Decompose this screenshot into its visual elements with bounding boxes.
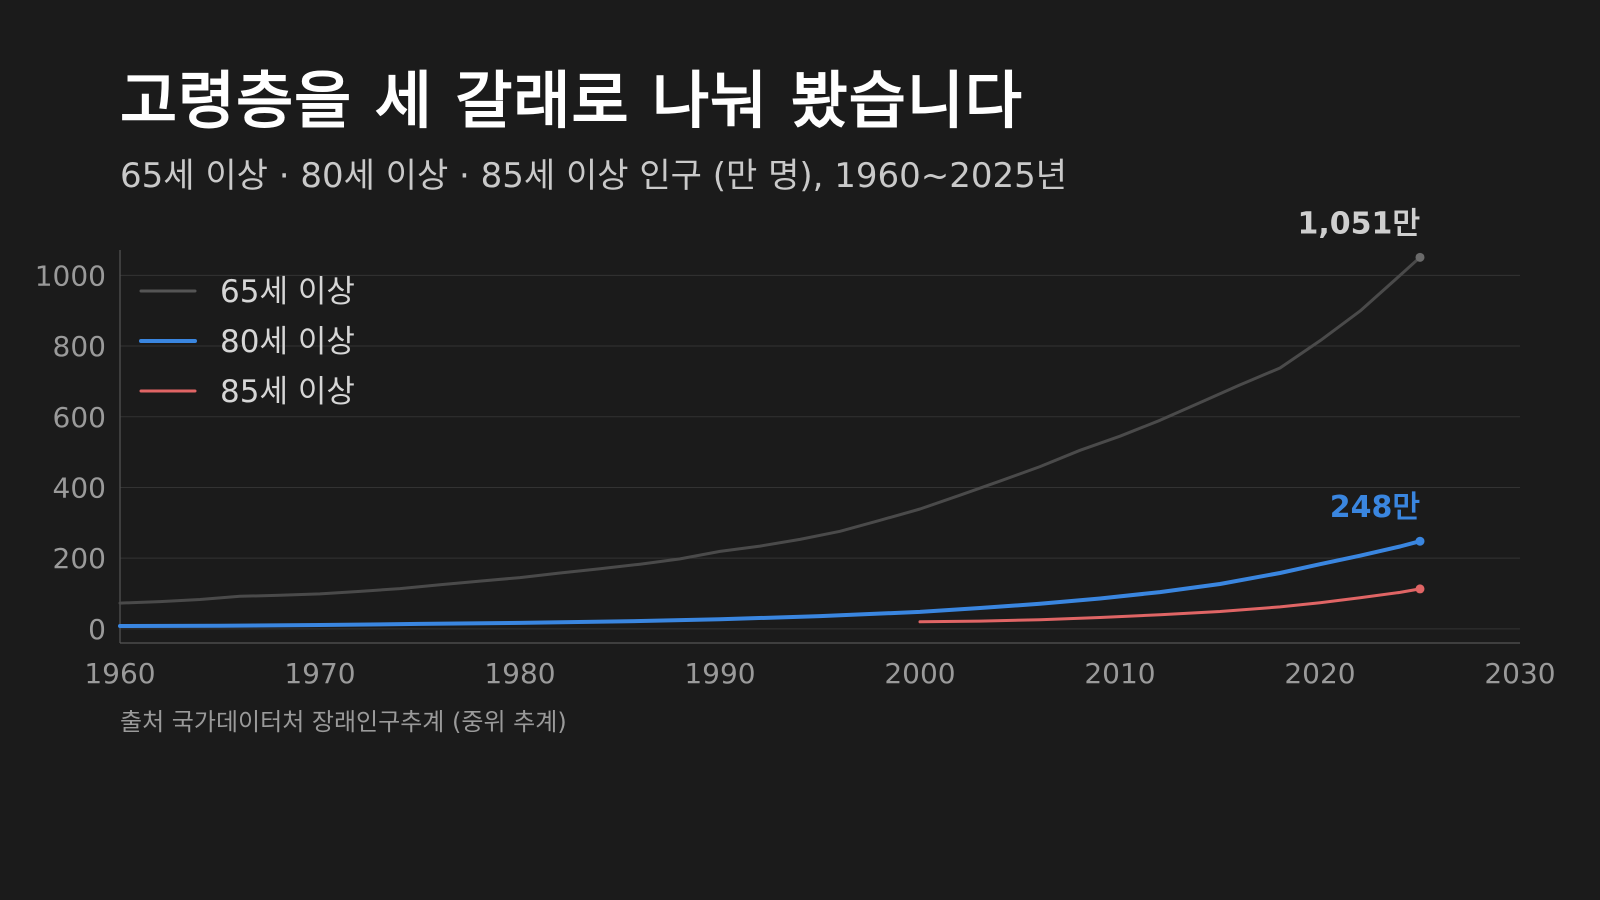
y-tick-label: 200 [53, 542, 106, 575]
y-tick-label: 0 [88, 613, 106, 646]
legend: 65세 이상 80세 이상 85세 이상 [139, 274, 355, 410]
end-labels: 1,051만 248만 [1298, 206, 1421, 525]
x-tick-label: 2020 [1284, 657, 1355, 690]
y-tick-label: 400 [53, 471, 106, 504]
series-line-1 [118, 255, 1422, 605]
y-tick-label: 800 [53, 330, 106, 363]
series-end-point-2 [1415, 536, 1425, 546]
series-lines [118, 252, 1425, 628]
series-line-2 [118, 539, 1422, 628]
legend-label-1: 65세 이상 [220, 274, 355, 310]
x-tick-label: 1980 [484, 657, 555, 690]
axes: 0 200 400 600 800 1000 1960 1970 1980 1990 2000 201… [35, 250, 1556, 690]
x-tick-label: 1990 [684, 657, 755, 690]
grid-lines [120, 274, 1520, 630]
x-tick-label: 2030 [1484, 657, 1555, 690]
chart-subtitle: 65세 이상 · 80세 이상 · 85세 이상 인구 (만 명), 1960~… [120, 156, 1068, 196]
x-tick-label: 2010 [1084, 657, 1155, 690]
chart-title: 고령층을 세 갈래로 나눠 봤습니다 [120, 64, 1023, 137]
y-tick-label: 600 [53, 401, 106, 434]
y-tick-label: 1000 [35, 259, 106, 292]
legend-label-2: 80세 이상 [220, 324, 355, 360]
series-end-point-1 [1415, 252, 1425, 262]
legend-label-3: 85세 이상 [220, 374, 355, 410]
end-value-label-2: 248만 [1330, 490, 1421, 525]
end-value-label-1: 1,051만 [1298, 206, 1421, 241]
series-end-point-3 [1415, 584, 1425, 594]
series-line-3 [918, 587, 1422, 624]
source-note: 출처 국가데이터처 장래인구추계 (중위 추계) [120, 708, 567, 736]
x-tick-label: 1970 [284, 657, 355, 690]
x-tick-label: 2000 [884, 657, 955, 690]
x-tick-label: 1960 [84, 657, 155, 690]
